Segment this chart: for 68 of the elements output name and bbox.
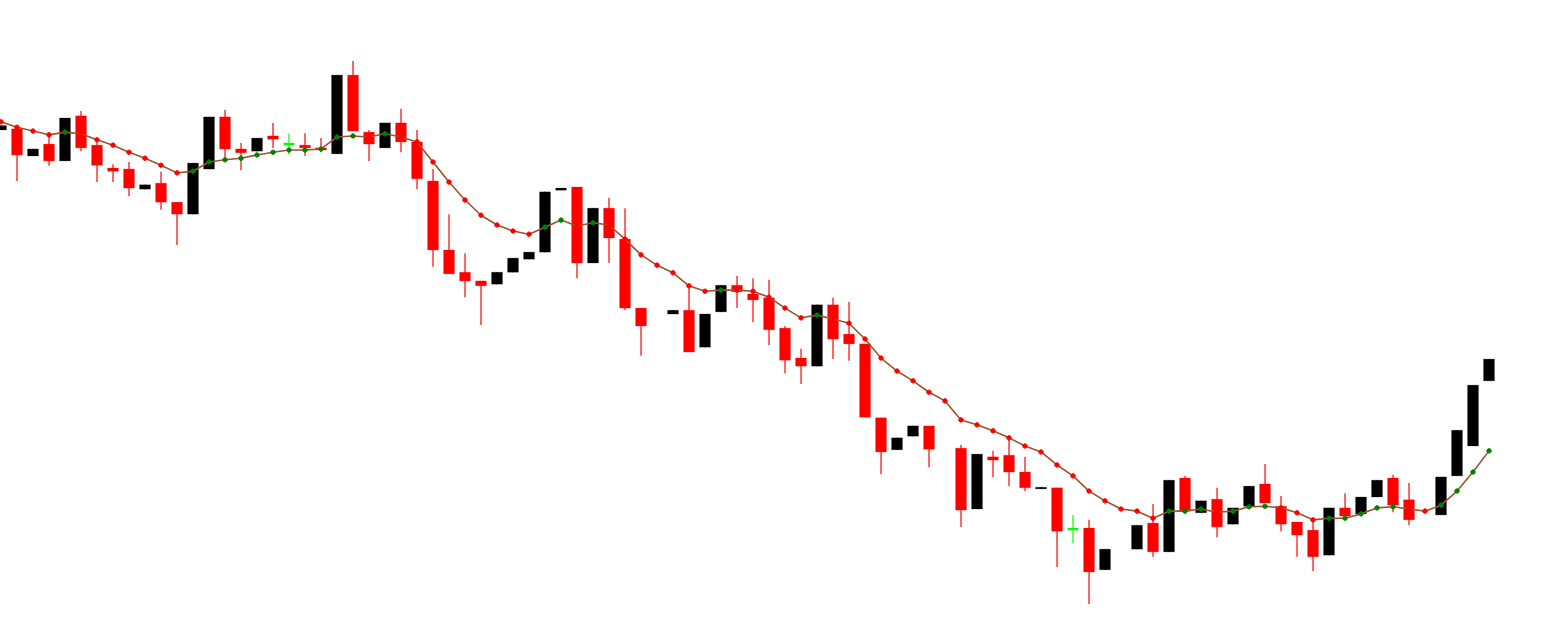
candlestick	[971, 453, 983, 510]
candlestick	[27, 148, 39, 157]
candlestick	[507, 257, 519, 273]
candlestick	[1163, 479, 1175, 553]
candlestick	[1099, 548, 1111, 571]
candlestick	[955, 444, 967, 528]
candlestick	[987, 450, 999, 478]
candlestick	[683, 285, 695, 353]
candlestick	[427, 168, 439, 268]
candlestick	[107, 163, 119, 183]
candlestick	[443, 213, 455, 275]
candlestick	[299, 132, 311, 157]
candlestick	[1051, 487, 1063, 568]
candlestick	[1019, 456, 1031, 492]
candlestick	[587, 207, 599, 264]
candlestick	[1371, 479, 1383, 498]
candlestick	[523, 251, 535, 260]
candlestick	[251, 137, 263, 152]
candlestick	[267, 122, 279, 149]
candlestick	[155, 171, 167, 211]
candlestick	[747, 277, 759, 323]
candlestick	[667, 309, 679, 315]
candlestick	[779, 325, 791, 374]
candlestick	[1035, 486, 1047, 490]
candlestick	[603, 197, 615, 264]
candlestick	[43, 131, 55, 167]
candlestick	[363, 129, 375, 162]
candlestick	[171, 201, 183, 246]
candlestick	[1323, 507, 1335, 556]
candlestick	[539, 191, 551, 253]
candlestick	[1291, 521, 1303, 558]
candlestick	[1483, 358, 1495, 382]
candlestick	[235, 142, 247, 171]
candlestick	[187, 162, 199, 215]
candlestick	[59, 117, 71, 162]
candlestick	[571, 186, 583, 279]
candlestick	[1131, 524, 1143, 550]
candlestick	[843, 301, 855, 362]
candlestick	[75, 110, 87, 152]
candlestick	[827, 297, 839, 360]
candlestick	[1403, 482, 1415, 526]
candlestick	[1147, 503, 1159, 558]
candlestick	[1307, 519, 1319, 572]
candlestick	[395, 108, 407, 153]
candlestick	[347, 60, 359, 132]
candlestick	[635, 307, 647, 357]
candlestick	[491, 271, 503, 285]
candlestick	[907, 425, 919, 437]
candlestick	[891, 437, 903, 451]
candlestick	[795, 348, 807, 385]
candlestick	[1387, 474, 1399, 513]
candlestick	[811, 304, 823, 367]
candlestick	[1451, 429, 1463, 477]
candlestick	[203, 116, 215, 170]
candlestick	[699, 313, 711, 348]
candlestick	[331, 74, 343, 155]
candlestick	[1259, 463, 1271, 504]
candlestick	[923, 425, 935, 468]
candlestick	[139, 184, 151, 190]
candlestick	[219, 109, 231, 161]
candlestick	[475, 280, 487, 326]
candlestick	[1467, 384, 1479, 447]
candlestick	[123, 161, 135, 197]
candlestick	[459, 252, 471, 298]
candlestick	[1211, 487, 1223, 538]
candlestick	[1435, 476, 1447, 516]
candlestick	[875, 417, 887, 475]
candlestick	[1083, 519, 1095, 605]
